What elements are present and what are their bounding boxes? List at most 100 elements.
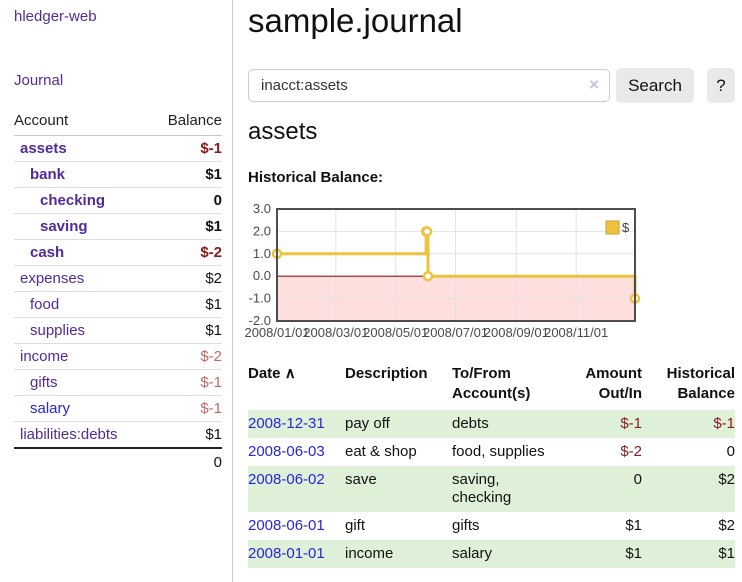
transaction-description: pay off [345, 415, 390, 432]
accounts-total-row: 0 [14, 447, 222, 475]
account-row: expenses $2 [14, 265, 222, 292]
account-row: cash $-2 [14, 239, 222, 266]
transaction-balance: $2 [718, 471, 735, 488]
transaction-description: save [345, 471, 377, 488]
account-link-income[interactable]: income [20, 348, 69, 365]
account-row: saving $1 [14, 213, 222, 240]
accounts-header-balance: Balance [150, 109, 222, 136]
chart-canvas: 3.0 2.0 1.0 0.0 -1.0 -2.02008/01/012008/03/01… [244, 201, 641, 340]
main-content: sample.journal × Search ? assets Histori… [244, 0, 735, 582]
sidebar: hledger-web Journal Account Balance asse… [0, 0, 233, 582]
transaction-balance: $2 [718, 517, 735, 534]
account-row: checking 0 [14, 187, 222, 214]
account-link-expenses[interactable]: expenses [20, 270, 85, 287]
transaction-description: gift [345, 517, 366, 534]
register-header-accounts: To/From Account(s) [452, 365, 531, 402]
register-header-row: Date ∧ Description To/From Account(s) Am… [248, 362, 735, 410]
account-balance: $1 [150, 291, 222, 318]
register-table: Date ∧ Description To/From Account(s) Am… [248, 362, 735, 568]
account-link-salary[interactable]: salary [30, 400, 71, 417]
transaction-amount: $1 [625, 517, 642, 534]
account-row: food $1 [14, 291, 222, 318]
register-section: Date ∧ Description To/From Account(s) Am… [248, 362, 735, 568]
account-link-checking[interactable]: checking [40, 192, 106, 209]
account-balance: $1 [150, 213, 222, 240]
transaction-accounts: debts [452, 415, 489, 432]
chart-title: Historical Balance: [248, 169, 384, 186]
historical-balance-chart: 3.0 2.0 1.0 0.0 -1.0 -2.0 2008/01/01 2008/03/01… [244, 201, 708, 343]
help-button[interactable]: ? [707, 68, 735, 103]
svg-text:2.0: 2.0 [253, 223, 271, 238]
account-link-food[interactable]: food [30, 296, 60, 313]
svg-text:-2.0: -2.0 [249, 313, 271, 328]
transaction-balance: $-1 [713, 415, 735, 432]
transaction-amount: 0 [633, 471, 642, 488]
search-form: × Search ? [248, 68, 735, 104]
transaction-date-link[interactable]: 2008-06-01 [248, 517, 325, 534]
svg-text:-1.0: -1.0 [249, 291, 271, 306]
svg-text:$: $ [622, 220, 630, 235]
svg-text:2008/05/01: 2008/05/01 [363, 325, 428, 340]
transaction-accounts: food, supplies [452, 443, 545, 460]
svg-text:2008/03/01: 2008/03/01 [303, 325, 368, 340]
accounts-total-value: 0 [150, 447, 222, 475]
account-link-liabilities-debts[interactable]: liabilities:debts [20, 426, 118, 443]
transaction-accounts: saving, checking [452, 471, 512, 506]
account-row: supplies $1 [14, 317, 222, 344]
account-balance: $1 [150, 317, 222, 344]
journal-nav-link[interactable]: Journal [14, 72, 64, 89]
register-row: 2008-01-01 income salary $1 $1 [248, 540, 735, 568]
account-link-saving[interactable]: saving [40, 218, 88, 235]
register-row: 2008-12-31 pay off debts $-1 $-1 [248, 410, 735, 438]
transaction-accounts: gifts [452, 517, 480, 534]
account-row: bank $1 [14, 161, 222, 188]
account-balance: $-1 [150, 369, 222, 396]
account-link-assets[interactable]: assets [20, 140, 67, 157]
account-balance: $-2 [150, 343, 222, 370]
search-input[interactable] [248, 69, 610, 102]
svg-text:2008/09/01: 2008/09/01 [484, 325, 549, 340]
transaction-description: eat & shop [345, 443, 417, 460]
svg-text:2008/01/01: 2008/01/01 [244, 325, 309, 340]
account-link-bank[interactable]: bank [30, 166, 66, 183]
app-title-link[interactable]: hledger-web [14, 8, 97, 25]
transaction-amount: $-1 [620, 415, 642, 432]
transaction-accounts: salary [452, 545, 493, 562]
accounts-table: Account Balance assets $-1 bank $1 check… [14, 109, 222, 475]
svg-text:3.0: 3.0 [253, 201, 271, 216]
account-row: salary $-1 [14, 395, 222, 422]
register-row: 2008-06-02 save saving, checking 0 $2 [248, 466, 735, 512]
accounts-header-account: Account [14, 109, 151, 136]
register-row: 2008-06-01 gift gifts $1 $2 [248, 512, 735, 540]
account-balance: 0 [150, 187, 222, 214]
accounts-header-row: Account Balance [14, 109, 222, 136]
account-row: assets $-1 [14, 135, 222, 162]
sort-ascending-icon: ∧ [284, 365, 296, 382]
transaction-date-link[interactable]: 2008-06-03 [248, 443, 325, 460]
account-link-gifts[interactable]: gifts [30, 374, 58, 391]
transaction-date-link[interactable]: 2008-12-31 [248, 415, 325, 432]
account-balance: $-1 [150, 135, 222, 162]
account-balance: $-1 [150, 395, 222, 422]
transaction-description: income [345, 545, 394, 562]
account-balance: $1 [150, 161, 222, 188]
account-link-cash[interactable]: cash [30, 244, 65, 261]
svg-text:2008/11/01: 2008/11/01 [544, 325, 608, 340]
svg-text:1.0: 1.0 [253, 246, 271, 261]
clear-search-icon[interactable]: × [589, 75, 599, 94]
transaction-date-link[interactable]: 2008-06-02 [248, 471, 325, 488]
register-header-date[interactable]: Date ∧ [248, 365, 296, 382]
account-link-supplies[interactable]: supplies [30, 322, 86, 339]
register-header-balance: Historical Balance [666, 365, 735, 402]
account-balance: $1 [150, 421, 222, 449]
register-header-amount: Amount Out/In [585, 365, 642, 402]
svg-text:0.0: 0.0 [253, 268, 271, 283]
transaction-amount: $-2 [620, 443, 642, 460]
transaction-date-link[interactable]: 2008-01-01 [248, 545, 325, 562]
transaction-balance: $1 [718, 545, 735, 562]
account-balance: $-2 [150, 239, 222, 266]
transaction-balance: 0 [726, 443, 735, 460]
account-heading: assets [248, 118, 318, 145]
page-title: sample.journal [248, 2, 463, 39]
search-button[interactable]: Search [616, 68, 694, 103]
